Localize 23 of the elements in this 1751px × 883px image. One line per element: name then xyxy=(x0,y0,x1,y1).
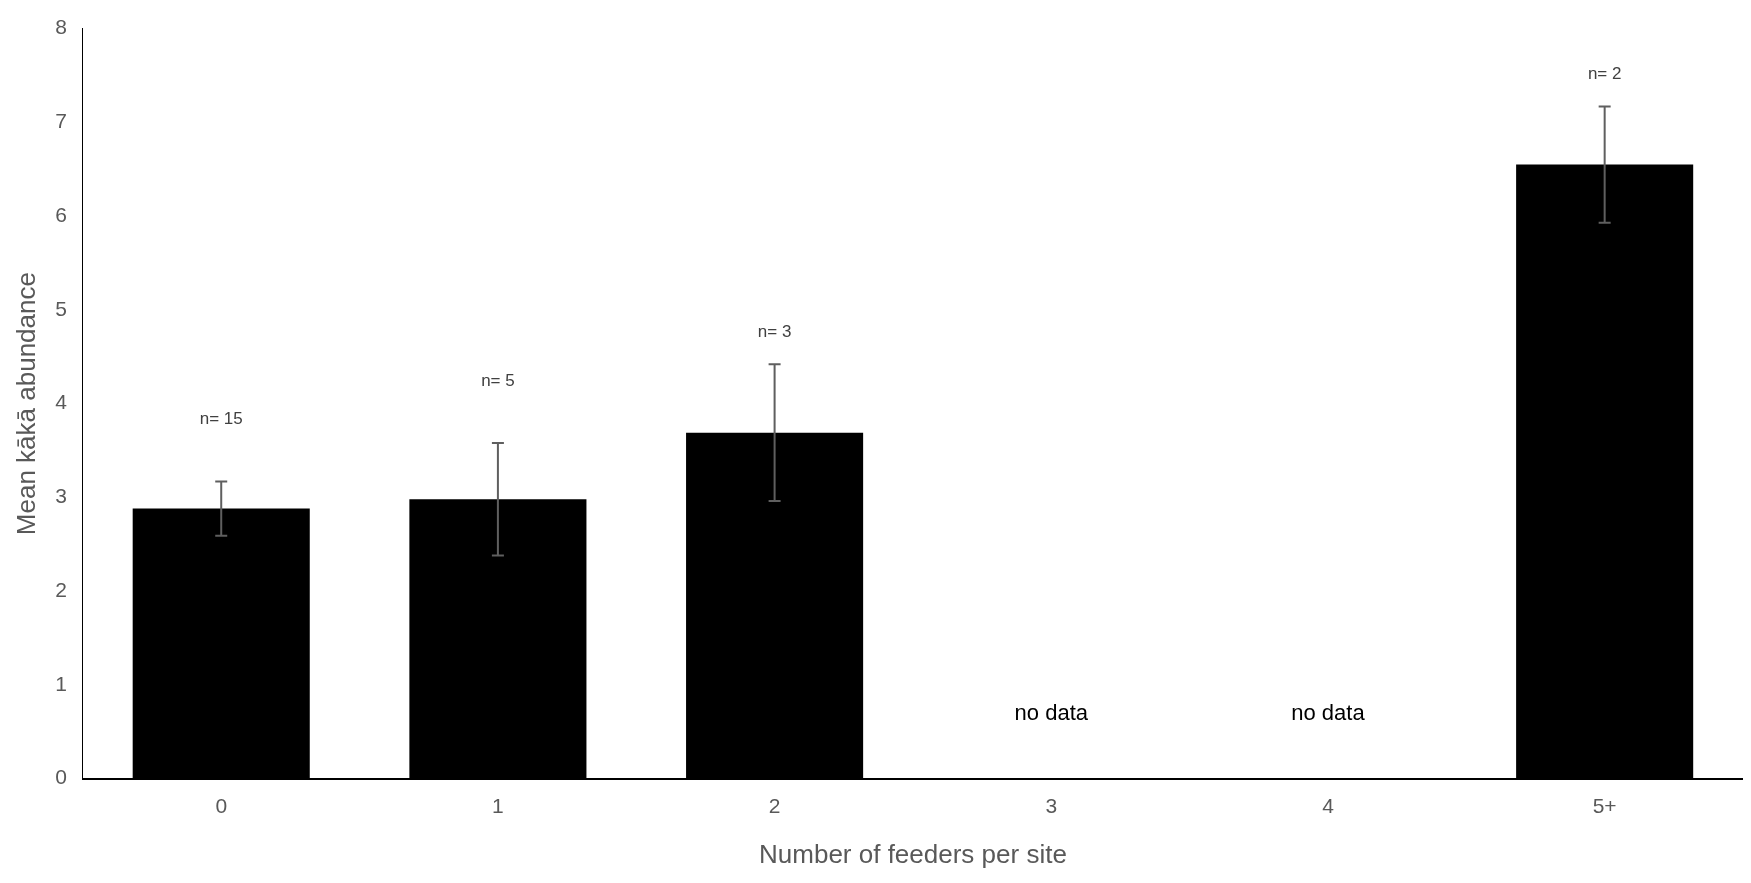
x-tick-label: 1 xyxy=(492,794,504,817)
annotation: n= 15 xyxy=(199,409,243,429)
x-tick-label: 2 xyxy=(768,794,781,817)
x-tick-label: 0 xyxy=(215,794,228,817)
x-tick-label: 3 xyxy=(1045,794,1058,817)
y-tick-label: 2 xyxy=(55,577,67,601)
y-tick-label: 5 xyxy=(55,296,67,320)
y-tick-label: 8 xyxy=(55,15,67,39)
x-axis-title: Number of feeders per site xyxy=(759,838,1067,869)
y-tick-label: 7 xyxy=(55,109,67,133)
y-tick-label: 4 xyxy=(55,390,68,414)
annotation: no data xyxy=(1291,699,1366,725)
y-tick-label: 0 xyxy=(55,765,67,789)
y-axis-title: Mean kākā abundance xyxy=(10,272,41,536)
y-tick-label: 6 xyxy=(55,202,67,226)
annotation: n= 3 xyxy=(757,321,792,341)
y-tick-label: 1 xyxy=(55,671,67,695)
annotation: no data xyxy=(1014,699,1089,725)
x-tick-label: 5+ xyxy=(1592,794,1617,817)
x-tick-label: 4 xyxy=(1322,794,1335,817)
y-tick-label: 3 xyxy=(55,484,67,508)
annotation: n= 2 xyxy=(1587,64,1622,84)
annotation: n= 5 xyxy=(481,370,515,390)
